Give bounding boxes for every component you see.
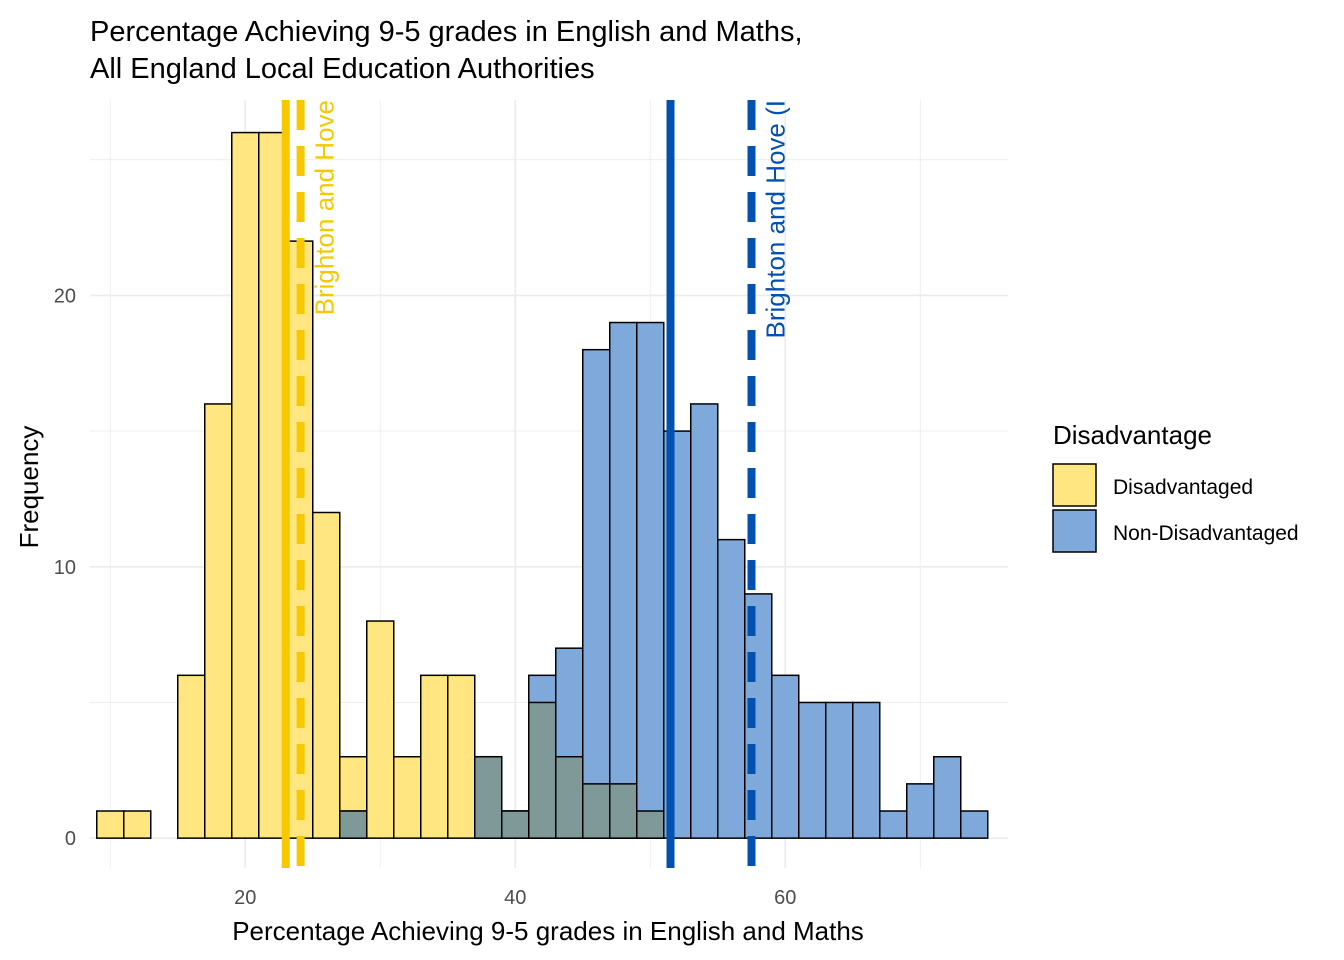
y-tick-label: 10 bbox=[54, 557, 76, 579]
x-tick-label: 40 bbox=[504, 887, 526, 909]
disadvantaged-bar bbox=[177, 674, 206, 839]
non-disadvantaged-bar bbox=[636, 321, 665, 839]
y-axis-title: Frequency bbox=[14, 426, 44, 549]
histogram-bars bbox=[96, 131, 989, 839]
x-axis-title: Percentage Achieving 9-5 grades in Engli… bbox=[232, 916, 864, 946]
disadvantaged-bar bbox=[366, 620, 395, 839]
non-disadvantaged-bar bbox=[717, 538, 746, 839]
x-tick-label: 60 bbox=[774, 887, 796, 909]
reference-lines: Brighton and Hove Brighton and Hove (I bbox=[281, 100, 791, 868]
reference-line-label: Brighton and Hove bbox=[310, 100, 340, 315]
overlap-bar bbox=[501, 810, 530, 839]
legend-swatch-non-disadvantaged bbox=[1052, 509, 1097, 553]
non-disadvantaged-bar bbox=[906, 783, 935, 839]
non-disadvantaged-bar bbox=[582, 348, 611, 839]
reference-line-label: Brighton and Hove (I bbox=[761, 100, 791, 338]
overlap-bar bbox=[474, 755, 503, 839]
y-tick-label: 0 bbox=[65, 828, 76, 850]
disadvantaged-bar bbox=[447, 674, 476, 839]
non-disadvantaged-bar bbox=[609, 321, 638, 839]
axis-ticks: 20 40 60 0 10 20 bbox=[54, 285, 797, 909]
disadvantaged-bar bbox=[123, 810, 152, 839]
disadvantaged-bar bbox=[420, 674, 449, 839]
overlap-bar bbox=[609, 783, 638, 839]
disadvantaged-bar bbox=[96, 810, 125, 839]
overlap-bar bbox=[582, 783, 611, 839]
legend: Disadvantage Disadvantaged Non-Disadvant… bbox=[1052, 420, 1299, 553]
non-disadvantaged-bar bbox=[798, 701, 827, 839]
legend-swatch-disadvantaged bbox=[1052, 463, 1097, 507]
non-disadvantaged-bar bbox=[690, 403, 719, 839]
overlap-bar bbox=[339, 810, 368, 839]
non-disadvantaged-bar bbox=[771, 674, 800, 839]
y-tick-label: 20 bbox=[54, 285, 76, 307]
non-disadvantaged-bar bbox=[852, 701, 881, 839]
chart-title-line1: Percentage Achieving 9-5 grades in Engli… bbox=[90, 16, 803, 48]
legend-title: Disadvantage bbox=[1053, 420, 1212, 450]
disadvantaged-bar bbox=[204, 403, 233, 839]
non-disadvantaged-bar bbox=[933, 755, 962, 839]
overlap-bar bbox=[636, 810, 665, 839]
disadvantaged-bar bbox=[258, 131, 287, 839]
x-tick-label: 20 bbox=[234, 887, 256, 909]
legend-label-non-disadvantaged: Non-Disadvantaged bbox=[1113, 522, 1299, 545]
disadvantaged-bar bbox=[231, 131, 260, 839]
overlap-bar bbox=[555, 755, 584, 839]
chart-title-line2: All England Local Education Authorities bbox=[90, 53, 595, 85]
non-disadvantaged-bar bbox=[825, 701, 854, 839]
disadvantaged-bar bbox=[393, 755, 422, 839]
legend-label-disadvantaged: Disadvantaged bbox=[1113, 476, 1253, 499]
non-disadvantaged-bar bbox=[960, 810, 989, 839]
disadvantaged-bar bbox=[312, 511, 341, 839]
overlap-bar bbox=[528, 701, 557, 839]
non-disadvantaged-bar bbox=[879, 810, 908, 839]
